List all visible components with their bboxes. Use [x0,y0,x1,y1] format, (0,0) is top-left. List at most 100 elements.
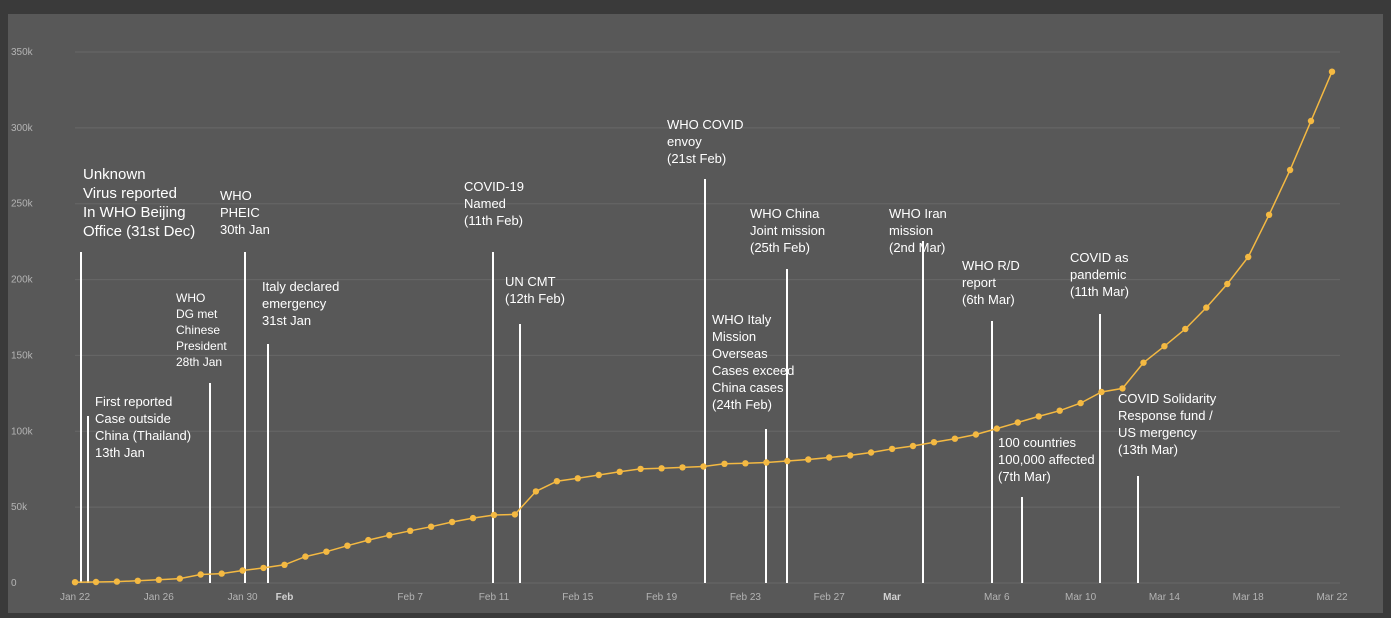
data-point[interactable] [1182,325,1189,333]
annotation-label-line: pandemic [1070,267,1127,282]
annotation-label-line: 28th Jan [176,355,222,369]
annotation-pandemic: COVID as pandemic (11th Mar) [1070,250,1129,583]
data-point[interactable] [1077,399,1084,407]
data-point[interactable] [344,542,351,549]
data-point[interactable] [1161,343,1168,350]
data-point[interactable] [847,452,854,459]
data-point[interactable] [742,460,749,467]
data-point[interactable] [805,456,812,463]
data-point[interactable] [1265,211,1273,218]
data-point[interactable] [448,518,456,526]
data-point[interactable] [930,439,938,446]
data-point[interactable] [197,571,204,578]
data-point[interactable] [574,475,581,482]
data-point[interactable] [302,553,309,560]
data-point[interactable] [365,536,372,544]
annotation-label-line: mission [889,223,933,238]
data-point[interactable] [1203,304,1210,311]
annotation-label-line: 30th Jan [220,222,270,237]
annotation-label-line: (6th Mar) [962,292,1015,307]
data-point[interactable] [679,464,686,471]
data-point[interactable] [972,431,980,438]
annotation-label-line: WHO Iran [889,206,947,221]
data-point[interactable] [658,465,665,472]
data-point[interactable] [218,570,225,577]
x-tick-label: Mar 14 [1149,592,1181,603]
data-point[interactable] [993,425,1000,432]
data-point[interactable] [1245,253,1252,261]
annotation-label-line: (24th Feb) [712,397,772,412]
data-point[interactable] [888,445,896,453]
y-tick-label: 0 [11,578,17,589]
data-point[interactable] [71,579,79,586]
data-point[interactable] [260,564,267,572]
annotation-label-line: (25th Feb) [750,240,810,255]
data-point[interactable] [700,463,707,470]
annotation-who-italy: WHO Italy Mission Overseas Cases exceed Chin… [712,312,794,583]
data-point[interactable] [826,454,833,461]
data-point[interactable] [1056,407,1063,414]
annotation-italy-emergency: Italy declared emergency 31st Jan [262,279,339,583]
x-tick-label: Feb 7 [397,592,423,603]
data-point[interactable] [155,576,162,583]
y-tick-label: 350k [11,47,34,58]
annotation-label-line: 31st Jan [262,313,311,328]
data-point[interactable] [1140,359,1147,366]
data-point[interactable] [386,532,393,539]
data-point[interactable] [721,460,728,467]
data-point[interactable] [1307,117,1315,125]
annotation-label-line: WHO China [750,206,820,221]
annotation-unknown-virus: Unknown Virus reported In WHO Beijing Offic… [80,166,195,583]
data-point[interactable] [113,578,121,585]
data-point[interactable] [553,478,561,485]
annotation-label-line: Unknown [83,166,146,183]
data-point[interactable] [511,511,519,518]
annotation-label-line: WHO R/D [962,258,1020,273]
data-point[interactable] [616,468,623,475]
data-point[interactable] [134,577,141,584]
data-point[interactable] [323,548,330,555]
data-point[interactable] [427,523,435,530]
annotation-label-line: PHEIC [220,205,260,220]
annotation-label-line: WHO COVID [667,117,744,132]
data-point[interactable] [1328,68,1336,75]
x-tick-label: Mar [883,592,901,603]
annotation-label-line: WHO [176,291,205,305]
data-point[interactable] [176,575,183,582]
data-point[interactable] [1035,413,1042,420]
data-point[interactable] [784,457,791,465]
annotation-label-line: 13th Jan [95,445,145,460]
data-point[interactable] [239,567,246,574]
y-tick-label: 150k [11,350,34,361]
annotation-hundred-countries: 100 countries 100,000 affected (7th Mar) [998,435,1095,583]
data-point[interactable] [1098,388,1105,396]
annotation-label-line: 100,000 affected [998,452,1095,467]
data-point[interactable] [92,578,100,586]
annotation-label-line: Mission [712,329,756,344]
data-point[interactable] [1014,419,1021,426]
data-point[interactable] [1286,166,1294,174]
series-cases [71,68,1336,586]
x-tick-label: Feb 11 [479,592,510,603]
data-point[interactable] [763,459,770,466]
data-point[interactable] [281,561,288,568]
annotation-label-line: Joint mission [750,223,825,238]
annotation-label-line: President [176,339,227,353]
annotation-label-line: US mergency [1118,425,1197,440]
data-point[interactable] [490,511,498,519]
data-point[interactable] [469,514,477,522]
data-point[interactable] [407,527,414,534]
data-point[interactable] [532,488,540,495]
annotation-label-line: emergency [262,296,327,311]
annotation-who-rd: WHO R/D report (6th Mar) [962,258,1020,583]
annotation-label-line: 100 countries [998,435,1077,450]
data-point[interactable] [867,449,875,456]
data-point[interactable] [1119,385,1126,392]
data-point[interactable] [909,442,917,450]
data-point[interactable] [595,471,602,479]
data-point[interactable] [1224,280,1231,288]
data-point[interactable] [637,465,644,473]
annotation-label-line: Office (31st Dec) [83,223,195,240]
data-point[interactable] [951,435,959,442]
y-tick-label: 300k [11,123,34,134]
